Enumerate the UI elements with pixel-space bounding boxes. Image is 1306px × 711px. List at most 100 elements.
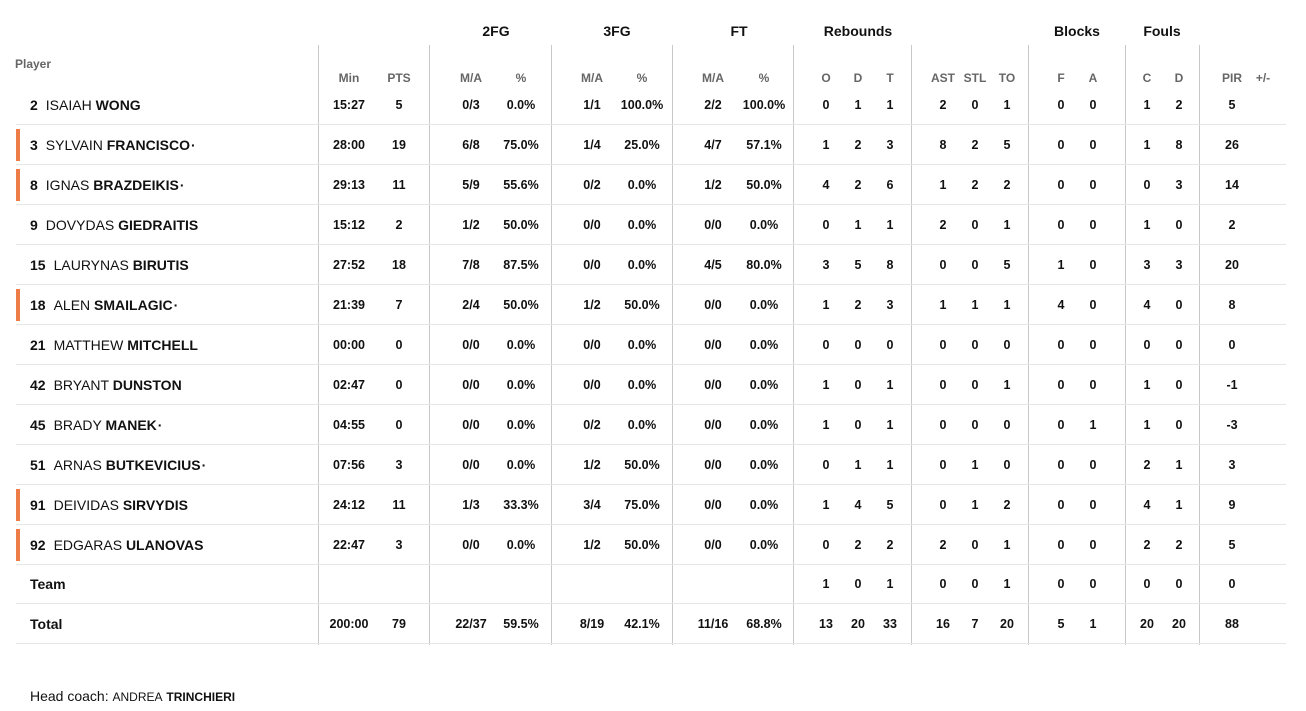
stat-cell: 0 (939, 577, 947, 591)
stat-cell: 50.0% (503, 218, 539, 232)
table-row[interactable]: 91 DEIVIDAS SIRVYDIS 24:12 11 1/3 33.3% 3/4 75.… (16, 485, 1286, 525)
stat-cell: 0.0% (506, 378, 536, 392)
stat-cell: 0 (1057, 218, 1065, 232)
stat-cell: 1 (1143, 138, 1151, 152)
stat-cell: 88 (1225, 617, 1239, 631)
stat-cell: 3 (1143, 258, 1151, 272)
stat-cell: 2 (1143, 538, 1151, 552)
stat-cell: 2 (395, 218, 403, 232)
stat-cell: 0 (395, 418, 403, 432)
stat-cell: 0 (1143, 338, 1151, 352)
row-separator (16, 643, 1286, 644)
player-first-name: IGNAS (45, 177, 90, 193)
stat-cell: 3 (395, 458, 403, 472)
player-name[interactable]: 3 SYLVAIN FRANCISCO· (30, 125, 196, 165)
player-name[interactable]: 2 ISAIAH WONG (30, 85, 142, 125)
player-name[interactable]: 45 BRADY MANEK· (30, 405, 162, 445)
player-last-name: ULANOVAS (125, 537, 204, 553)
stat-cell: 5 (1228, 538, 1236, 552)
player-first-name: BRYANT (53, 377, 109, 393)
table-row[interactable]: 2 ISAIAH WONG 15:27 5 0/3 0.0% 1/1 100.0% 2/2 100… (16, 85, 1286, 125)
stat-cell: 1 (822, 138, 830, 152)
player-first-name: ARNAS (53, 457, 102, 473)
player-name[interactable]: 92 EDGARAS ULANOVAS (30, 525, 204, 565)
stat-cell: 26 (1225, 138, 1239, 152)
stat-cell: 27:52 (333, 258, 365, 272)
player-first-name: LAURYNAS (53, 257, 129, 273)
stat-cell: 0 (395, 338, 403, 352)
stat-cell: 0 (854, 378, 862, 392)
table-row[interactable]: 8 IGNAS BRAZDEIKIS· 29:13 11 5/9 55.6% 0/2 0.0%… (16, 165, 1286, 205)
stat-cell: 5 (886, 498, 894, 512)
stat-cell: 1 (1003, 577, 1011, 591)
column-header-1: PTS (387, 71, 411, 85)
column-header-4: M/A (581, 71, 603, 85)
stat-cell: 24:12 (333, 498, 365, 512)
player-name[interactable]: 9 DOVYDAS GIEDRAITIS (30, 205, 199, 245)
column-header-2: M/A (460, 71, 482, 85)
stat-cell: 0 (1057, 577, 1065, 591)
column-header-8: O (821, 71, 831, 85)
player-name[interactable]: 91 DEIVIDAS SIRVYDIS (30, 485, 189, 525)
player-number: 9 (30, 217, 38, 233)
stat-cell: 11/16 (697, 617, 729, 631)
stat-cell: 0.0% (749, 498, 779, 512)
stat-cell: 3 (1175, 178, 1183, 192)
stat-cell (568, 564, 616, 604)
table-row[interactable]: 51 ARNAS BUTKEVICIUS· 07:56 3 0/0 0.0% 1/2 50.0… (16, 445, 1286, 485)
stat-cell: 100.0% (742, 98, 786, 112)
player-number: 91 (30, 497, 46, 513)
player-name[interactable]: 42 BRYANT DUNSTON (30, 365, 183, 405)
table-row[interactable]: 45 BRADY MANEK· 04:55 0 0/0 0.0% 0/2 0.0% 0/0 0.0… (16, 405, 1286, 445)
table-row[interactable]: 3 SYLVAIN FRANCISCO· 28:00 19 6/8 75.0% 1/4 25.… (16, 125, 1286, 165)
stat-cell: 0.0% (749, 298, 779, 312)
stat-cell: 0 (1057, 538, 1065, 552)
stat-cell: 5/9 (462, 178, 480, 192)
stat-cell: 0 (1057, 138, 1065, 152)
column-header-14: F (1057, 71, 1065, 85)
table-row[interactable]: 9 DOVYDAS GIEDRAITIS 15:12 2 1/2 50.0% 0/0 0.0%… (16, 205, 1286, 245)
table-row[interactable]: 92 EDGARAS ULANOVAS 22:47 3 0/0 0.0% 1/2 50.0% 0… (16, 525, 1286, 565)
stat-cell: 0 (939, 338, 947, 352)
stat-cell: 0 (1175, 577, 1183, 591)
row-separator (16, 364, 1286, 365)
table-row[interactable]: 15 LAURYNAS BIRUTIS 27:52 18 7/8 87.5% 0/0 0.0%… (16, 245, 1286, 285)
stat-cell (615, 564, 669, 604)
column-header-0: Min (338, 71, 360, 85)
stat-cell: 0 (1003, 418, 1011, 432)
table-row[interactable]: 21 MATTHEW MITCHELL 00:00 0 0/0 0.0% 0/0 0.0% 0/… (16, 325, 1286, 365)
stat-cell: 0.0% (627, 178, 657, 192)
stat-cell: 9 (1228, 498, 1236, 512)
stat-cell: 4 (1143, 298, 1151, 312)
stat-cell: 50.0% (624, 298, 660, 312)
column-header-16: C (1142, 71, 1152, 85)
stat-cell: 07:56 (333, 458, 365, 472)
stat-cell: 1 (886, 218, 894, 232)
player-name[interactable]: 51 ARNAS BUTKEVICIUS· (30, 445, 206, 485)
stat-cell: 3 (1175, 258, 1183, 272)
stat-cell: 1 (854, 218, 862, 232)
table-row[interactable]: 18 ALEN SMAILAGIC· 21:39 7 2/4 50.0% 1/2 50.0% 0… (16, 285, 1286, 325)
table-row[interactable]: 42 BRYANT DUNSTON 02:47 0 0/0 0.0% 0/0 0.0% 0/0 0… (16, 365, 1286, 405)
stat-cell: 1 (822, 378, 830, 392)
stat-cell: 2 (1175, 538, 1183, 552)
stat-cell: 0 (1089, 298, 1097, 312)
starter-indicator (16, 129, 20, 161)
player-last-name: MANEK (105, 417, 157, 433)
stat-cell: 0.0% (749, 538, 779, 552)
player-name[interactable]: 18 ALEN SMAILAGIC· (30, 285, 178, 325)
stat-cell: 0 (1143, 577, 1151, 591)
row-separator (16, 564, 1286, 565)
player-name[interactable]: 15 LAURYNAS BIRUTIS (30, 245, 190, 285)
player-number: 92 (30, 537, 46, 553)
column-divider (551, 45, 552, 645)
stat-cell: 0 (822, 538, 830, 552)
player-mark: · (190, 137, 196, 153)
row-separator (16, 324, 1286, 325)
stat-cell: 5 (1003, 138, 1011, 152)
stat-cell: 7 (971, 617, 979, 631)
player-name[interactable]: 8 IGNAS BRAZDEIKIS· (30, 165, 185, 205)
player-name[interactable]: 21 MATTHEW MITCHELL (30, 325, 199, 365)
stat-cell: 1/1 (583, 98, 601, 112)
stat-cell: 0.0% (749, 378, 779, 392)
